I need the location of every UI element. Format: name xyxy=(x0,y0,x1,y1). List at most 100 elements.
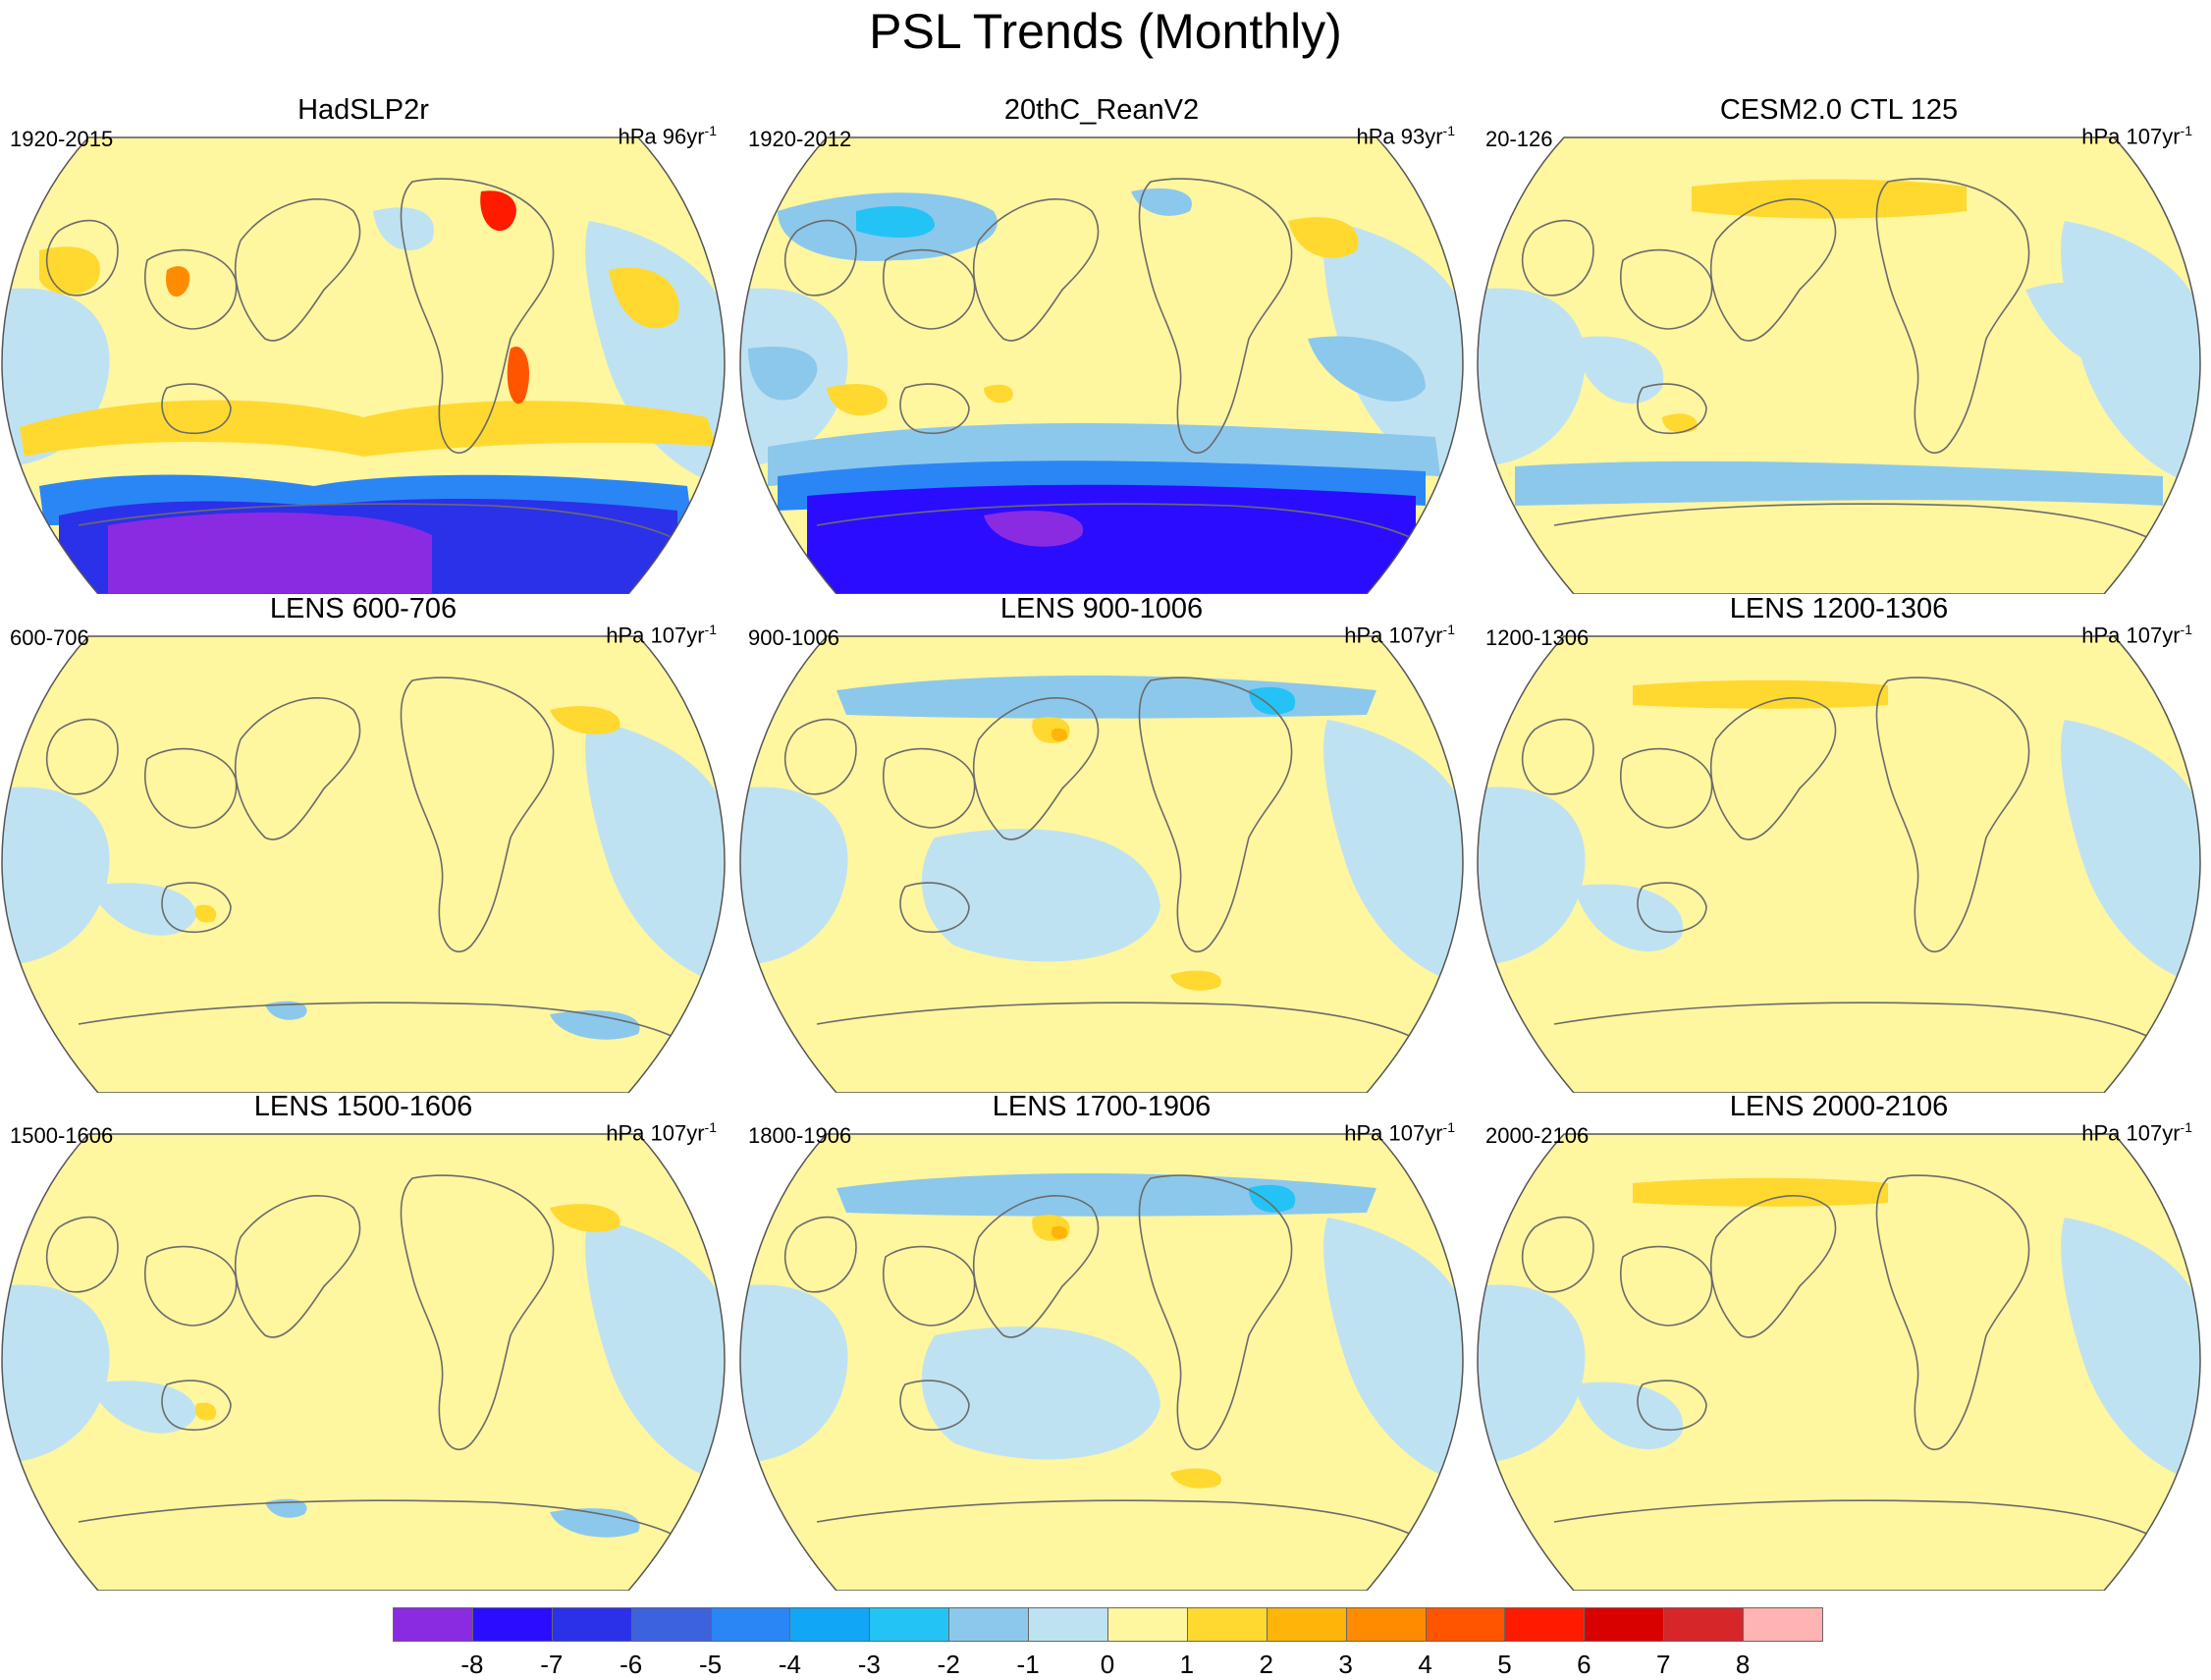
colorbar-tick-label: 6 xyxy=(1577,1650,1591,1679)
colorbar-tick-label: 5 xyxy=(1497,1650,1512,1679)
map-svg xyxy=(1,136,726,594)
contour-region xyxy=(1170,1468,1221,1489)
map-boundary xyxy=(1,136,726,594)
map-panel: LENS 1700-1906 1800-1906 hPa 107yr-1 xyxy=(738,1090,1465,1591)
colorbar-box xyxy=(1266,1607,1347,1642)
panel-units: hPa 107yr-1 xyxy=(606,1119,717,1146)
coastline xyxy=(144,747,238,829)
colorbar-box xyxy=(1743,1607,1823,1642)
contour-region xyxy=(88,1381,196,1434)
colorbar-box xyxy=(1186,1607,1267,1642)
coastline xyxy=(1553,503,2154,541)
map-panel: LENS 600-706 600-706 hPa 107yr-1 xyxy=(0,592,727,1093)
colorbar-box xyxy=(1663,1607,1745,1642)
panel-period: 1800-1906 xyxy=(748,1123,852,1148)
map-panel: 20thC_ReanV2 1920-2012 hPa 93yr-1 xyxy=(738,93,1465,594)
contour-region xyxy=(921,1327,1160,1460)
panel-period: 600-706 xyxy=(10,625,89,650)
contour-region xyxy=(807,484,1416,594)
contour-region xyxy=(609,1284,699,1379)
contour-region xyxy=(166,266,190,298)
map-boundary xyxy=(1477,1133,2201,1591)
map-panel: HadSLP2r 1920-2015 hPa 96yr-1 xyxy=(0,93,727,594)
colorbar-tick-label: -2 xyxy=(937,1650,960,1679)
coastline xyxy=(1620,747,1713,829)
colorbar-tick-label: -1 xyxy=(1016,1650,1040,1679)
colorbar-tick-label: 3 xyxy=(1338,1650,1353,1679)
map-panel: LENS 2000-2106 2000-2106 hPa 107yr-1 xyxy=(1476,1090,2202,1591)
coastline xyxy=(1620,248,1713,330)
contour-region xyxy=(609,267,679,329)
contour-region xyxy=(1249,1184,1296,1213)
coastline xyxy=(78,503,678,541)
map-boundary xyxy=(739,635,1464,1093)
panel-title: LENS 1700-1906 xyxy=(992,1091,1212,1122)
map-panel: LENS 900-1006 900-1006 hPa 107yr-1 xyxy=(738,592,1465,1093)
map-svg xyxy=(1,1133,726,1591)
coastline xyxy=(400,677,555,952)
units-exponent: -1 xyxy=(1442,123,1455,138)
contour-region xyxy=(1308,336,1426,402)
panel-title: LENS 600-706 xyxy=(269,593,458,624)
coastline xyxy=(1553,1499,2154,1538)
panel-units: hPa 93yr-1 xyxy=(1356,123,1455,149)
contour-region xyxy=(609,786,699,881)
panel-units: hPa 107yr-1 xyxy=(2081,622,2192,648)
units-exponent: -1 xyxy=(2180,1119,2192,1135)
coastline xyxy=(161,1380,232,1431)
contour-region xyxy=(1131,188,1192,216)
coastline xyxy=(1710,198,1837,342)
colorbar-tick-label: -3 xyxy=(857,1650,881,1679)
coastline xyxy=(400,1174,555,1450)
coastline xyxy=(1637,1380,1707,1431)
contour-region xyxy=(108,513,432,594)
panel-units: hPa 107yr-1 xyxy=(1344,622,1455,648)
units-exponent: -1 xyxy=(1442,1119,1455,1135)
units-exponent: -1 xyxy=(2180,123,2192,138)
contour-region xyxy=(373,207,434,250)
contour-region xyxy=(836,1173,1376,1217)
coastline xyxy=(883,747,976,829)
units-label: hPa 107yr xyxy=(606,623,705,648)
units-label: hPa 107yr xyxy=(606,1120,705,1146)
contour-region xyxy=(748,347,818,401)
coastline xyxy=(1875,1174,2030,1450)
coastline xyxy=(973,697,1100,840)
panel-title: LENS 2000-2106 xyxy=(1729,1091,1949,1122)
coastline xyxy=(161,882,232,933)
coastline xyxy=(899,882,970,933)
panel-title: HadSLP2r xyxy=(297,94,429,126)
coastline xyxy=(1521,1216,1594,1293)
coastline xyxy=(883,248,976,330)
contour-region xyxy=(1662,413,1698,433)
coastline xyxy=(235,1195,361,1338)
coastline xyxy=(883,1245,976,1327)
coastline xyxy=(816,1499,1417,1538)
coastline xyxy=(1875,677,2030,952)
colorbar-box xyxy=(1425,1607,1506,1642)
contour-region xyxy=(1535,999,2153,1044)
contour-region xyxy=(2025,282,2163,371)
colorbar-box xyxy=(551,1607,632,1642)
map-boundary xyxy=(1,635,726,1093)
colorbar-tick-label: -4 xyxy=(778,1650,801,1679)
coastline xyxy=(973,1195,1100,1338)
panel-units: hPa 107yr-1 xyxy=(2081,1119,2192,1146)
map-boundary xyxy=(739,136,1464,594)
coastline xyxy=(899,1380,970,1431)
contour-region xyxy=(836,676,1376,719)
map-svg xyxy=(1477,136,2201,594)
contour-region xyxy=(88,883,196,936)
coastline xyxy=(783,1216,857,1293)
colorbar-box xyxy=(948,1607,1030,1642)
coastline xyxy=(235,198,361,342)
panel-title: 20thC_ReanV2 xyxy=(1003,94,1200,126)
units-exponent: -1 xyxy=(704,1119,717,1135)
map-boundary xyxy=(1477,635,2201,1093)
coastline xyxy=(235,697,361,840)
colorbar-tick-label: 0 xyxy=(1100,1650,1115,1679)
coastline xyxy=(144,1245,238,1327)
colorbar-tick-label: -7 xyxy=(540,1650,564,1679)
contour-region xyxy=(550,1204,620,1232)
coastline xyxy=(45,718,119,795)
